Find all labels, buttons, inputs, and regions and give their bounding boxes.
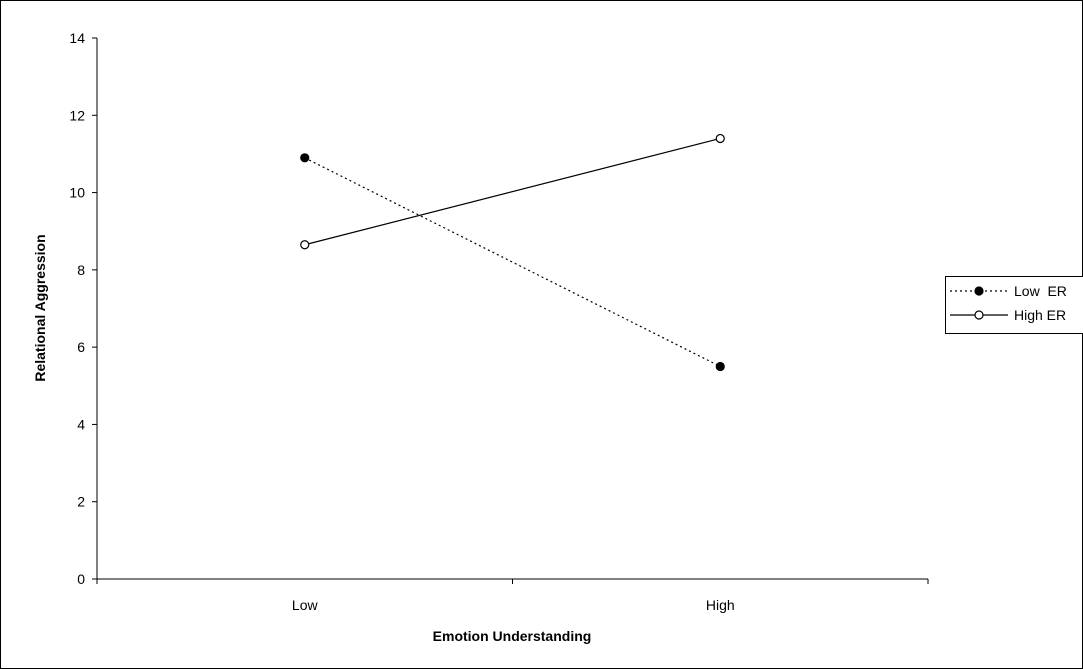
legend: Low ER High ER: [945, 276, 1083, 334]
series-marker: [300, 153, 310, 163]
y-tick-label: 6: [77, 339, 85, 355]
series-marker: [300, 240, 310, 250]
legend-label: Low ER: [1014, 283, 1067, 299]
y-axis-title: Relational Aggression: [32, 234, 48, 381]
y-tick-label: 2: [77, 494, 85, 510]
legend-box: [945, 276, 1083, 334]
series-marker: [715, 133, 725, 144]
x-tick-label: Low: [292, 597, 319, 613]
series-layer: [300, 133, 725, 372]
y-tick-label: 4: [77, 416, 85, 432]
x-ticks: Low High: [96, 579, 929, 613]
y-tick-label: 12: [69, 107, 85, 123]
y-tick-label: 0: [77, 571, 85, 587]
y-ticks: 0 2 4 6 8 10 12 14: [69, 30, 97, 587]
legend-marker: [974, 286, 984, 296]
series-line: [304, 137, 721, 246]
x-axis-title: Emotion Understanding: [433, 628, 592, 644]
y-tick-label: 14: [69, 30, 85, 46]
y-tick-label: 10: [69, 185, 85, 201]
legend-marker: [974, 310, 984, 320]
legend-items: Low ER High ER: [950, 283, 1067, 323]
legend-label: High ER: [1014, 307, 1066, 323]
x-tick-label: High: [706, 597, 735, 613]
series-marker: [715, 361, 725, 372]
y-tick-label: 8: [77, 262, 85, 278]
